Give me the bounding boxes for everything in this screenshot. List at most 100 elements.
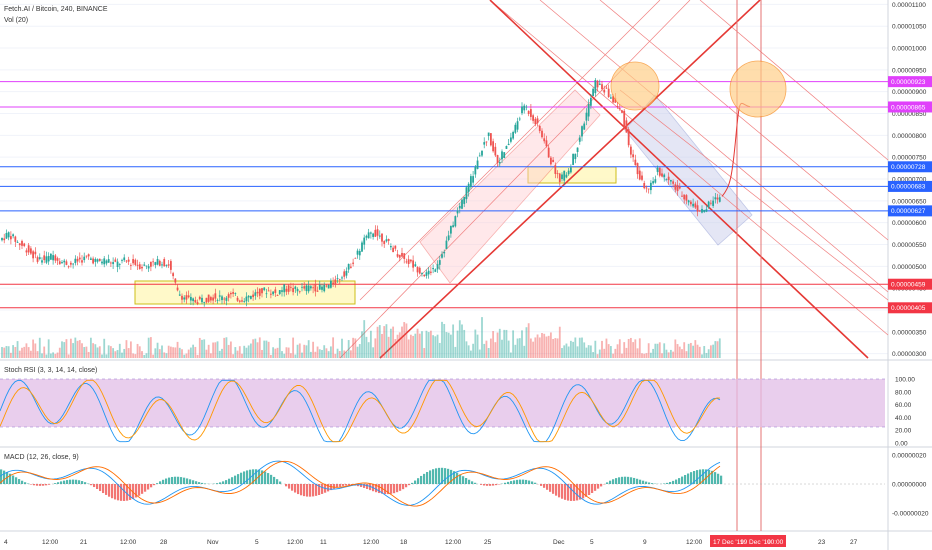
macd-hist-bar <box>636 478 639 484</box>
candle-body <box>609 97 612 99</box>
volume-bar <box>654 343 657 358</box>
candle-body <box>36 257 39 262</box>
horizontal-levels[interactable] <box>0 81 888 309</box>
price-tag[interactable] <box>888 180 932 192</box>
volume-bar <box>238 346 241 358</box>
candle-body <box>376 229 379 236</box>
macd-hist-bar <box>633 477 636 484</box>
candle-body <box>667 176 670 181</box>
volume-label: Vol (20) <box>4 17 28 24</box>
guide-lines[interactable] <box>339 0 889 359</box>
candle-body <box>296 289 299 292</box>
macd-label[interactable]: MACD (12, 26, close, 9) <box>4 454 79 461</box>
macd-hist-bar <box>195 481 198 484</box>
candle-body <box>541 130 543 138</box>
top-circle[interactable] <box>610 61 660 111</box>
candlesticks[interactable] <box>1 78 721 307</box>
stoch-band <box>0 379 885 427</box>
price-tag[interactable] <box>888 302 932 314</box>
volume-bar <box>625 347 628 358</box>
macd-hist-bar <box>348 484 351 486</box>
descending-trendline[interactable] <box>489 0 869 359</box>
macd-hist-bar <box>240 472 243 484</box>
price-tag[interactable] <box>888 161 932 173</box>
candle-body <box>336 278 339 279</box>
volume-bar <box>712 344 715 358</box>
target-circle[interactable] <box>729 60 787 118</box>
time-axis[interactable]: 4 12:00 21 12:00 28 Nov 5 12:00 11 12:00 18 12:00 25… <box>4 539 858 546</box>
price-tick: 0.00000300 <box>892 351 927 358</box>
macd-hist-bar <box>588 484 591 495</box>
price-tag[interactable] <box>888 278 932 290</box>
price-tag-label: 0.00000683 <box>891 184 926 191</box>
volume-bar <box>407 339 410 358</box>
candle-body <box>454 216 457 227</box>
volume-bar <box>56 352 59 358</box>
volume-bar <box>645 353 648 358</box>
candle-body <box>716 197 719 200</box>
time-label: 12:00 <box>287 539 304 546</box>
macd-hist-bar <box>153 484 156 486</box>
price-tag[interactable] <box>888 76 932 88</box>
macd-hist-bar <box>138 484 141 496</box>
candle-body <box>523 105 526 111</box>
candle-body <box>463 196 466 204</box>
candle-body <box>567 170 570 175</box>
candle-body <box>363 237 366 245</box>
volume-bar <box>569 340 572 358</box>
macd-hist-bar <box>696 470 699 484</box>
time-label: 18 <box>400 539 408 546</box>
candle-body <box>572 153 575 165</box>
stoch-rsi-label[interactable]: Stoch RSI (3, 3, 14, 14, close) <box>4 367 97 374</box>
macd-hist-bar <box>243 471 246 484</box>
candle-body <box>547 147 550 158</box>
volume-bar <box>514 344 517 358</box>
candle-body <box>512 131 515 139</box>
svg-text:17 Dec '19: 17 Dec '19 <box>713 539 744 546</box>
candle-body <box>392 247 395 253</box>
price-tag[interactable] <box>888 101 932 113</box>
volume-bar <box>136 343 139 358</box>
volume-bar <box>494 342 497 358</box>
stoch-tick: 100.00 <box>895 377 915 384</box>
price-scale[interactable] <box>888 0 932 550</box>
volume-bar <box>641 353 643 358</box>
candle-body <box>656 167 659 172</box>
candle-body <box>105 260 108 264</box>
macd-hist-bar <box>345 484 348 486</box>
volume-bar <box>289 353 292 358</box>
price-tick: 0.00001000 <box>892 46 927 53</box>
volume-bar <box>509 352 512 358</box>
price-tag[interactable] <box>888 205 932 217</box>
volume-bar <box>43 346 46 358</box>
candle-body <box>665 179 668 181</box>
volume-bar <box>83 347 86 358</box>
candle-body <box>378 235 381 237</box>
candle-body <box>483 142 486 145</box>
volume-bar <box>221 348 223 358</box>
volume-bar <box>334 353 337 358</box>
volume-bar <box>607 344 610 358</box>
macd-hist-bar <box>36 484 39 486</box>
macd-hist-bar <box>507 481 510 484</box>
candle-body <box>123 257 126 261</box>
time-highlight[interactable]: 17 Dec '19 19 Dec '19 00:00 <box>710 535 786 547</box>
volume-bar <box>252 339 255 358</box>
ascending-trendline[interactable] <box>379 0 761 359</box>
macd-hist-bar <box>396 484 399 493</box>
macd-hist-bar <box>678 478 681 484</box>
macd-hist-bar <box>369 484 372 491</box>
macd-hist-bar <box>318 484 321 495</box>
candle-body <box>196 302 199 304</box>
volume-bar <box>49 353 52 358</box>
svg-text:00:00: 00:00 <box>767 539 784 546</box>
volume-bar <box>376 326 379 358</box>
candle-body <box>229 292 232 295</box>
price-tags[interactable]: 0.00000923 0.00000865 0.00000728 0.00000683… <box>888 76 932 314</box>
volume-bar <box>94 344 97 358</box>
volume-bar <box>301 352 303 358</box>
macd-hist-bar <box>375 484 378 493</box>
macd-hist-bar <box>9 473 12 484</box>
candle-body <box>221 296 223 301</box>
